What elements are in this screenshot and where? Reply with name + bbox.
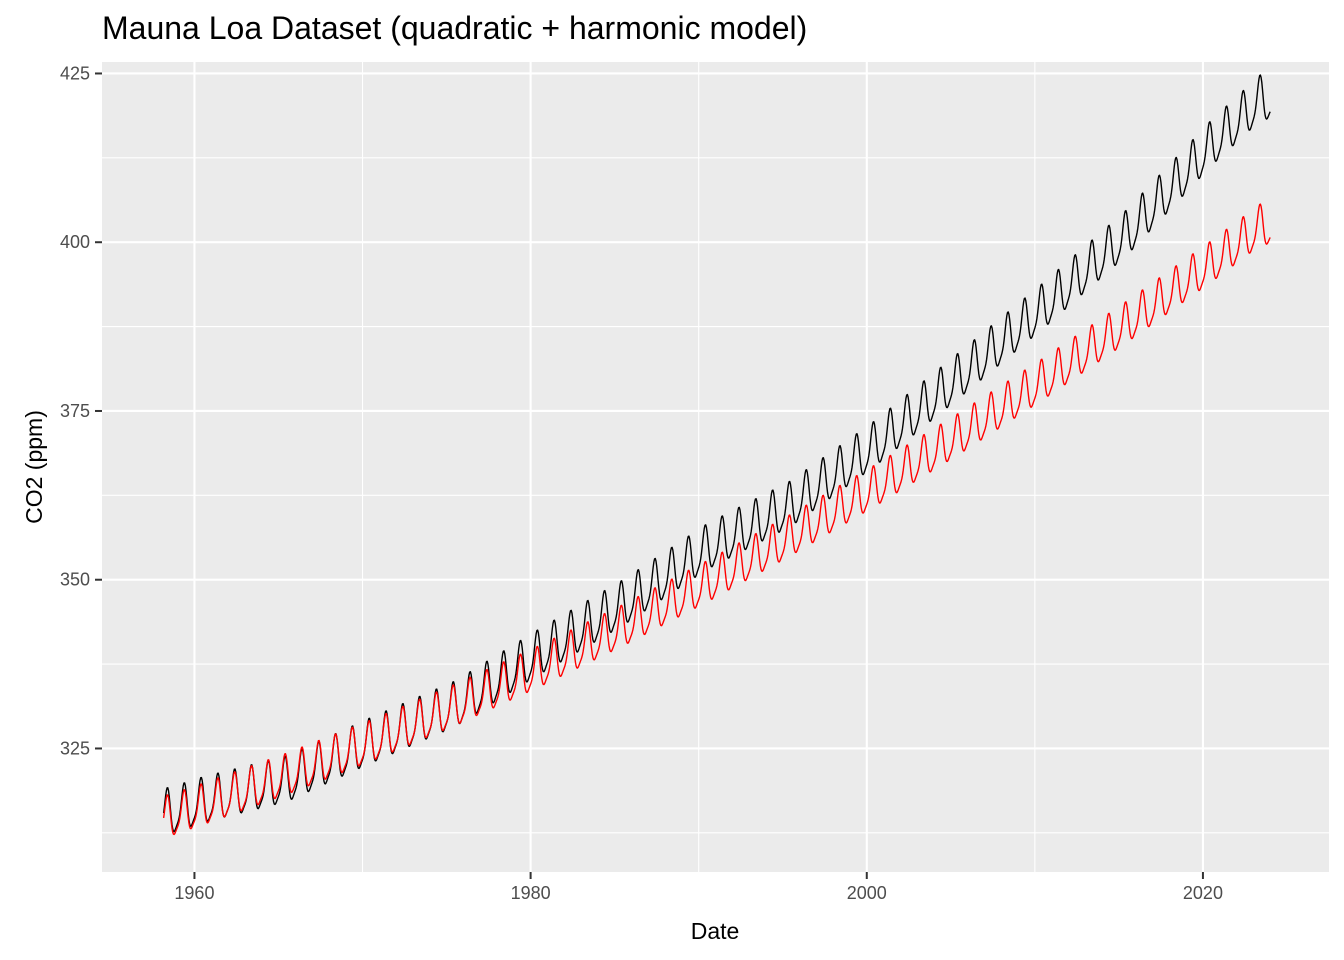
x-axis-title: Date — [691, 918, 740, 944]
y-tick-label: 375 — [60, 401, 90, 421]
x-axis: 1960 1980 2000 2020 — [174, 872, 1223, 903]
x-tick-label: 1960 — [174, 883, 214, 903]
y-tick-label: 350 — [60, 570, 90, 590]
x-tick-label: 1980 — [511, 883, 551, 903]
x-tick-label: 2000 — [847, 883, 887, 903]
y-axis-title: CO2 (ppm) — [21, 410, 47, 524]
major-gridlines — [102, 62, 1329, 872]
series-layer — [162, 74, 1271, 836]
x-tick-label: 2020 — [1183, 883, 1223, 903]
y-axis: 325 350 375 400 425 — [60, 63, 102, 758]
y-tick-label: 325 — [60, 738, 90, 758]
minor-gridlines — [102, 62, 1329, 872]
y-tick-label: 400 — [60, 232, 90, 252]
plot-panel — [102, 62, 1329, 872]
chart-title: Mauna Loa Dataset (quadratic + harmonic … — [102, 10, 808, 46]
series-line-fitted — [162, 203, 1271, 836]
y-tick-label: 425 — [60, 63, 90, 83]
